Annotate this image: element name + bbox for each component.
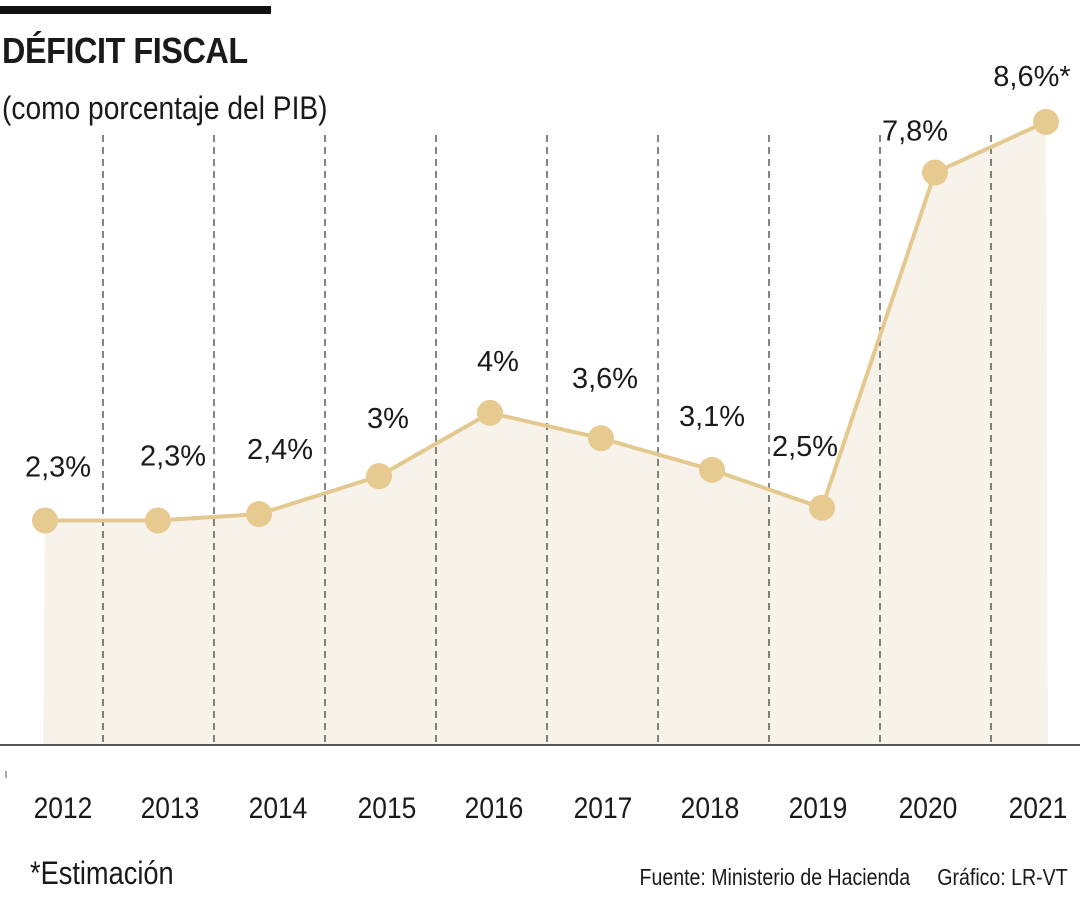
x-tick-label: 2016 <box>465 790 524 824</box>
data-label: 2,4% <box>247 434 313 466</box>
data-label: 2,3% <box>140 440 206 472</box>
data-point <box>809 494 835 521</box>
data-label: 2,5% <box>772 431 838 463</box>
x-tick-label: 2012 <box>34 790 93 824</box>
chart-subtitle: (como porcentaje del PIB) <box>2 90 328 126</box>
title-bar-decoration <box>0 6 271 14</box>
data-label: 7,8% <box>882 116 948 148</box>
chart-title: DÉFICIT FISCAL <box>2 30 248 71</box>
data-point <box>588 425 614 452</box>
source-credit: Fuente: Ministerio de Hacienda Gráfico: … <box>639 864 1068 890</box>
x-tick-label: 2018 <box>681 790 740 824</box>
area-fill <box>43 121 1048 745</box>
data-point <box>699 456 725 483</box>
x-tick-label: 2013 <box>141 790 200 824</box>
data-point <box>246 501 272 528</box>
data-point <box>145 507 171 534</box>
x-tick-label: 2019 <box>789 790 848 824</box>
footnote: *Estimación <box>30 855 174 891</box>
data-point <box>366 463 392 490</box>
data-point <box>477 399 503 426</box>
series-line <box>45 120 1047 523</box>
data-label: 3,1% <box>679 401 745 433</box>
x-tick-label: 2015 <box>358 790 417 824</box>
data-label: 4% <box>477 346 519 378</box>
x-tick-label: 2017 <box>574 790 633 824</box>
x-tick-label: 2014 <box>249 790 308 824</box>
data-point <box>922 159 948 186</box>
x-tick-label: 2021 <box>1009 790 1068 824</box>
data-label: 3% <box>367 403 409 435</box>
data-label: 2,3% <box>25 451 91 483</box>
data-label: 8,6%* <box>993 61 1070 93</box>
data-label: 3,6% <box>572 363 638 395</box>
x-tick-label: 2020 <box>899 790 958 824</box>
data-point <box>1033 108 1059 135</box>
data-point <box>32 507 58 534</box>
